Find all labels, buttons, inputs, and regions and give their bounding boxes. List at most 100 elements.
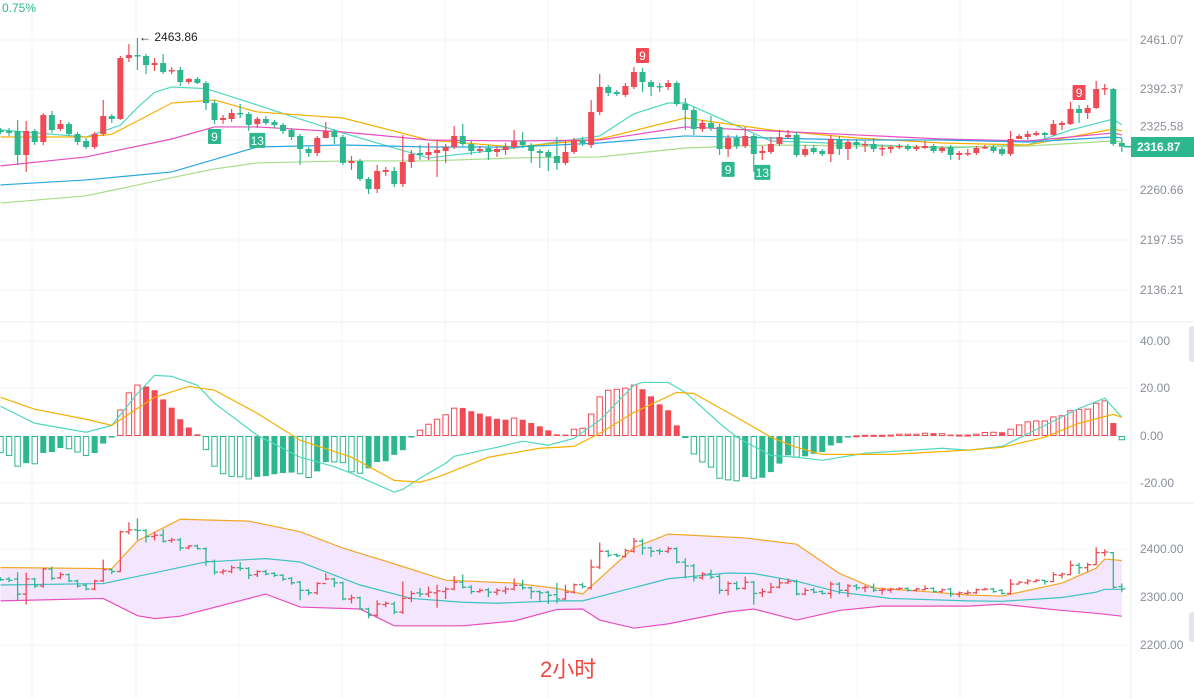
macd-histogram-bar — [827, 436, 834, 446]
moving-average-lines — [0, 86, 1123, 204]
candle-body — [742, 135, 749, 146]
candle — [245, 111, 252, 131]
candle — [451, 126, 458, 149]
macd-histogram-bar — [442, 414, 449, 436]
macd-histogram-bar — [673, 425, 680, 436]
ohlc-bar — [870, 583, 878, 593]
ohlc-bar — [998, 589, 1006, 595]
macd-histogram-bar — [185, 427, 192, 436]
candle-body — [930, 145, 937, 151]
panel-resize-handle[interactable] — [1189, 326, 1194, 362]
macd-histogram-bar — [553, 434, 560, 436]
candle-body — [399, 162, 406, 184]
macd-histogram-bar — [570, 428, 578, 436]
band-axis-tick: 2400.00 — [1140, 542, 1184, 556]
price-axis-tick: 2197.55 — [1140, 233, 1184, 247]
candle — [23, 120, 30, 172]
macd-histogram-bar — [23, 436, 30, 464]
candle-body — [434, 149, 441, 154]
candle — [134, 37, 141, 71]
ohlc-bar — [1084, 562, 1092, 572]
candle-body — [314, 137, 321, 154]
candle — [485, 144, 492, 160]
candle — [57, 119, 64, 131]
candle — [973, 145, 980, 156]
candle — [442, 143, 449, 163]
candle — [819, 148, 826, 157]
candle — [1033, 130, 1040, 136]
candle — [297, 133, 304, 165]
ohlc-bar — [125, 522, 133, 535]
candle — [981, 144, 988, 149]
candle — [562, 139, 569, 165]
panel-resize-handle[interactable] — [1189, 612, 1194, 642]
candle — [579, 137, 586, 146]
candle-body — [956, 153, 963, 156]
candle — [707, 116, 714, 131]
macd-histogram-bar — [930, 433, 937, 436]
macd-histogram-bar — [117, 409, 124, 436]
ohlc-bar — [1024, 579, 1032, 585]
candle-body — [579, 139, 586, 143]
candle — [365, 176, 372, 195]
macd-histogram-bar — [545, 430, 552, 436]
candle-body — [999, 148, 1006, 155]
candle-body — [613, 92, 620, 95]
ohlc-bar — [1109, 551, 1117, 589]
ohlc-bar — [698, 572, 706, 580]
macd-histogram-bar — [399, 436, 406, 451]
candle-body — [896, 145, 903, 148]
ohlc-bar — [159, 529, 167, 543]
ohlc-bar — [425, 586, 432, 598]
macd-histogram-bar — [853, 435, 860, 438]
macd-histogram-bar — [0, 436, 4, 454]
candle — [605, 85, 612, 97]
ohlc-bar — [407, 590, 415, 603]
candle-body — [682, 104, 689, 110]
ohlc-bar — [912, 587, 920, 592]
ohlc-bar — [82, 583, 90, 591]
candle — [1041, 131, 1048, 140]
td-marker: 9 — [208, 128, 221, 144]
ohlc-bar — [878, 587, 886, 595]
candle-body — [57, 123, 64, 129]
macd-histogram-bar — [819, 436, 826, 453]
ohlc-bar — [887, 587, 895, 593]
candle-body — [382, 169, 389, 172]
last-price-badge: 2316.87 — [1131, 136, 1194, 157]
candle-body — [459, 135, 466, 144]
candle — [91, 131, 98, 149]
candle-body — [468, 143, 475, 151]
ohlc-bar — [818, 590, 826, 595]
ohlc-bar — [74, 579, 82, 588]
macd-histogram-bar — [981, 431, 989, 437]
candle-body — [750, 135, 757, 155]
candle-body — [100, 116, 107, 134]
ohlc-bar — [801, 587, 809, 596]
ohlc-bar — [48, 566, 56, 581]
moving-average-line — [0, 135, 1122, 186]
candle-body — [1058, 122, 1065, 125]
ohlc-bar — [5, 577, 13, 583]
candle — [990, 144, 997, 154]
ohlc-bar — [895, 587, 903, 591]
macd-histogram-bar — [1024, 421, 1031, 437]
candle-body — [511, 140, 518, 147]
ohlc-bar — [288, 577, 296, 585]
candle — [519, 131, 526, 148]
candle — [785, 129, 792, 139]
ohlc-bar — [767, 582, 775, 594]
candle-body — [630, 72, 637, 87]
candle-body — [588, 111, 595, 145]
price-axis-tick: 2461.07 — [1140, 33, 1184, 47]
macd-histogram-bar — [742, 436, 749, 478]
candle-body — [1076, 108, 1083, 113]
candle — [844, 138, 851, 160]
macd-histogram-bar — [630, 384, 638, 436]
macd-histogram-bar — [245, 436, 252, 480]
candle — [1084, 105, 1091, 119]
candle-body — [673, 82, 680, 105]
macd-histogram-bar — [450, 407, 458, 436]
macd-histogram-bar — [271, 436, 278, 475]
